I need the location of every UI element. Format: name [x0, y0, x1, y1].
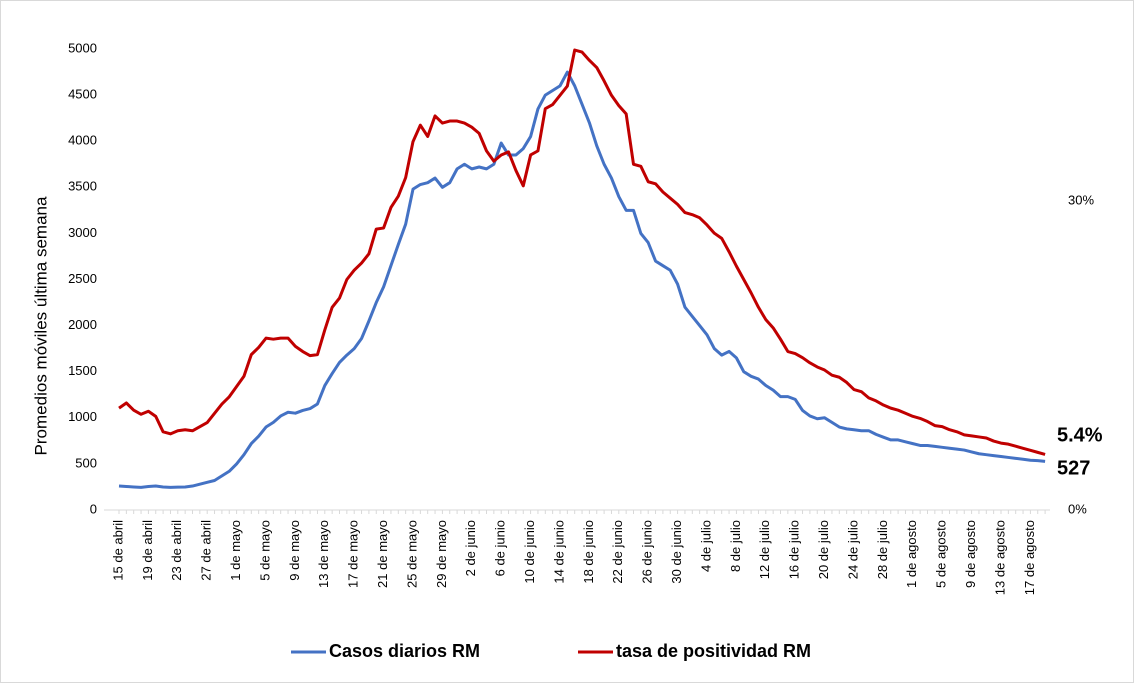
x-tick-label: 21 de mayo — [375, 520, 390, 588]
y-tick-label: 5000 — [68, 40, 97, 55]
x-tick-label: 6 de junio — [493, 520, 508, 576]
x-tick-label: 20 de julio — [816, 520, 831, 579]
x-tick-label: 19 de abril — [140, 520, 155, 581]
x-tick-label: 22 de junio — [610, 520, 625, 584]
x-tick-label: 17 de agosto — [1022, 520, 1037, 595]
x-tick-label: 15 de abril — [110, 520, 125, 581]
x-tick-label: 28 de julio — [875, 520, 890, 579]
y-tick-label: 500 — [75, 455, 97, 470]
y-tick-label: 3500 — [68, 179, 97, 194]
x-tick-label: 13 de mayo — [316, 520, 331, 588]
y-tick-label: 3000 — [68, 225, 97, 240]
x-tick-label: 5 de agosto — [934, 520, 949, 588]
end-label: 527 — [1057, 458, 1090, 480]
y-tick-label: 2500 — [68, 271, 97, 286]
x-tick-label: 1 de mayo — [228, 520, 243, 581]
x-tick-label: 8 de julio — [728, 520, 743, 572]
x-tick-label: 1 de agosto — [904, 520, 919, 588]
x-tick-label: 10 de junio — [522, 520, 537, 584]
legend-label: tasa de positividad RM — [616, 641, 811, 661]
x-tick-label: 17 de mayo — [346, 520, 361, 588]
y-tick-label: 2000 — [68, 317, 97, 332]
y2-tick-label: 30% — [1068, 193, 1094, 208]
x-tick-label: 26 de junio — [640, 520, 655, 584]
y-tick-label: 1000 — [68, 409, 97, 424]
y-tick-label: 1500 — [68, 363, 97, 378]
x-tick-label: 30 de junio — [669, 520, 684, 584]
x-tick-label: 4 de julio — [698, 520, 713, 572]
x-tick-label: 14 de junio — [551, 520, 566, 584]
x-tick-label: 9 de agosto — [963, 520, 978, 588]
x-tick-label: 12 de julio — [757, 520, 772, 579]
x-tick-label: 9 de mayo — [287, 520, 302, 581]
x-tick-label: 25 de mayo — [404, 520, 419, 588]
series-line — [118, 48, 1046, 456]
x-tick-label: 2 de junio — [463, 520, 478, 576]
x-tick-label: 16 de julio — [787, 520, 802, 579]
legend-label: Casos diarios RM — [329, 641, 480, 661]
series-line — [118, 70, 1046, 489]
x-tick-label: 29 de mayo — [434, 520, 449, 588]
x-tick-label: 13 de agosto — [992, 520, 1007, 595]
y-axis-label: Promedios móviles última semana — [31, 196, 50, 455]
y2-tick-label: 0% — [1068, 501, 1087, 516]
y-tick-label: 4500 — [68, 87, 97, 102]
x-tick-label: 27 de abril — [199, 520, 214, 581]
x-tick-label: 23 de abril — [169, 520, 184, 581]
x-tick-label: 24 de julio — [845, 520, 860, 579]
x-tick-label: 18 de junio — [581, 520, 596, 584]
x-tick-label: 5 de mayo — [257, 520, 272, 581]
y-tick-label: 0 — [90, 501, 97, 516]
end-label: 5.4% — [1057, 425, 1103, 447]
y-tick-label: 4000 — [68, 133, 97, 148]
